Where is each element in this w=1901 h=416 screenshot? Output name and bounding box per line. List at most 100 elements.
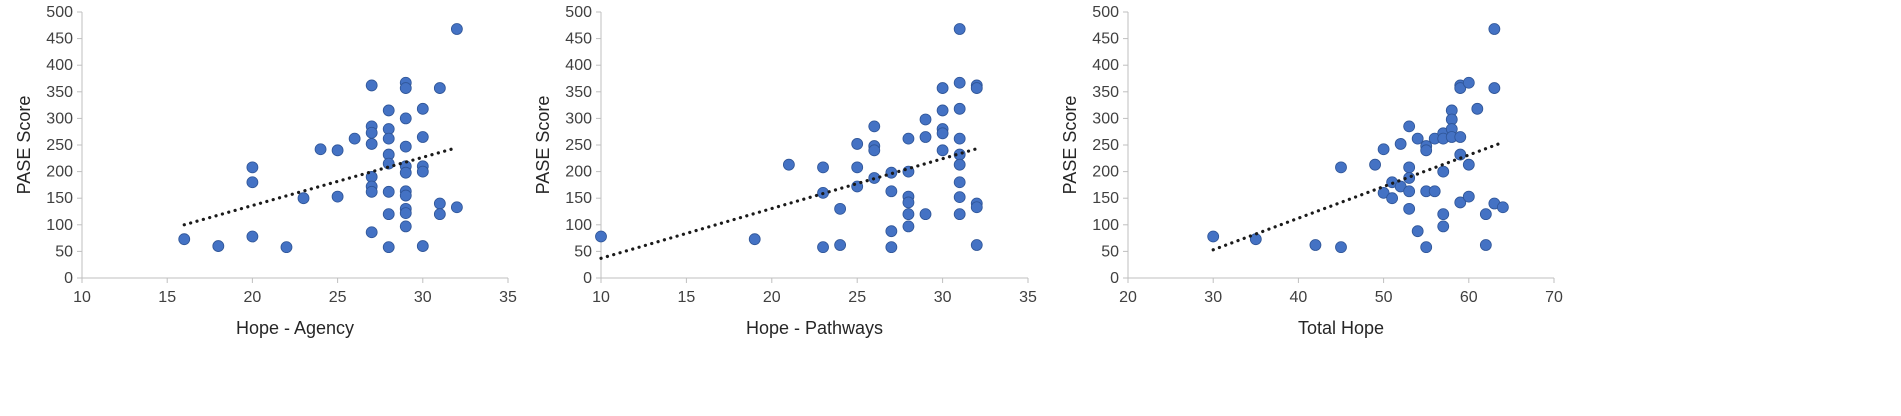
data-point [834,239,847,251]
data-point [1335,161,1347,174]
data-point [817,161,829,174]
y-tick-label: 400 [565,57,592,74]
data-point [936,144,949,157]
x-tick-label: 20 [244,289,262,306]
data-point [1454,196,1467,209]
x-tick-label: 35 [1019,289,1037,306]
data-point [902,196,915,209]
data-point [1394,138,1407,150]
data-point [1369,158,1381,171]
y-tick-label: 150 [46,190,73,207]
y-tick-label: 50 [1101,243,1119,260]
data-point [1386,192,1399,205]
data-point [450,201,463,214]
y-tick-label: 300 [46,110,73,127]
data-point [851,161,864,174]
data-point [314,143,327,156]
data-point [1462,76,1475,89]
data-point [297,192,310,205]
data-point [331,190,344,203]
data-point [382,132,395,145]
data-point [1437,220,1450,233]
data-point [834,202,847,215]
data-point [953,102,966,115]
x-tick-label: 70 [1545,289,1563,306]
data-point [382,185,395,198]
data-point [433,82,446,94]
data-point [953,191,966,204]
x-tick-label: 30 [934,289,952,306]
data-point [1428,185,1441,198]
data-point [1420,241,1433,254]
data-point [868,120,881,133]
data-point [365,126,378,139]
data-point [1403,120,1416,133]
data-point [953,158,966,171]
data-point [1377,186,1390,199]
data-point [953,208,966,221]
y-tick-label: 400 [46,57,73,74]
data-point [1249,233,1262,246]
data-point [416,240,429,252]
data-point [919,208,932,221]
data-point [416,131,429,143]
y-tick-label: 200 [46,164,73,181]
y-tick-label: 50 [574,243,592,260]
data-point [595,230,607,243]
x-tick-label: 30 [1204,289,1222,306]
y-tick-label: 250 [565,137,592,154]
data-point [382,104,395,117]
x-axis-title: Hope - Pathways [746,318,883,338]
data-point [246,230,259,243]
y-tick-label: 300 [1092,110,1119,127]
x-tick-label: 15 [678,289,696,306]
data-point [178,233,191,246]
x-tick-label: 40 [1290,289,1308,306]
y-tick-label: 150 [565,190,592,207]
x-tick-label: 30 [414,289,432,306]
data-point [1377,143,1390,156]
y-tick-label: 350 [1092,84,1119,101]
data-point [1462,158,1475,171]
data-point [885,185,898,198]
data-point [1403,161,1416,174]
data-point [399,207,412,219]
y-tick-label: 450 [1092,31,1119,48]
data-point [1454,131,1467,143]
data-point [953,76,966,89]
y-axis-title: PASE Score [533,96,553,195]
data-point [817,241,829,254]
y-tick-label: 500 [565,4,592,21]
y-tick-label: 100 [1092,217,1119,234]
data-point [953,23,966,35]
data-point [919,113,932,126]
data-point [246,161,259,174]
data-point [399,140,412,153]
y-tick-label: 300 [565,110,592,127]
trendline [599,147,979,260]
data-point [1309,239,1322,251]
data-point [1496,201,1509,214]
y-tick-label: 450 [46,31,73,48]
data-point [936,104,949,117]
data-point [212,240,225,252]
data-point [782,158,795,171]
data-point [953,176,966,189]
y-tick-label: 100 [46,217,73,234]
data-point [970,201,983,214]
y-tick-label: 500 [1092,4,1119,21]
data-point [399,220,412,233]
trendline [1211,140,1505,252]
data-point [885,225,898,238]
data-point [1207,230,1220,243]
data-point [1403,202,1416,215]
y-tick-label: 50 [55,243,73,260]
data-point [348,132,361,145]
data-point [1488,23,1501,35]
data-point [902,208,915,221]
y-tick-label: 200 [1092,164,1119,181]
data-point [936,127,949,140]
x-tick-label: 25 [848,289,866,306]
y-axis-title: PASE Score [14,96,34,195]
